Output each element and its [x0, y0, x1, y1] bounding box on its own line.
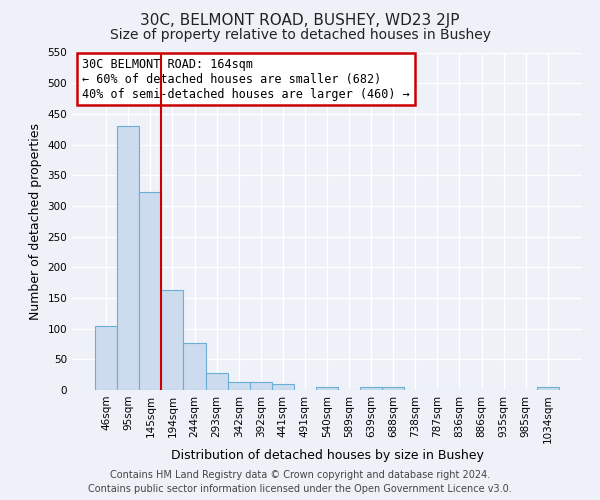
- Text: Contains HM Land Registry data © Crown copyright and database right 2024.
Contai: Contains HM Land Registry data © Crown c…: [88, 470, 512, 494]
- Bar: [95, 326, 117, 390]
- Bar: [250, 382, 272, 390]
- X-axis label: Distribution of detached houses by size in Bushey: Distribution of detached houses by size …: [170, 449, 484, 462]
- Bar: [117, 126, 139, 390]
- Bar: [139, 192, 161, 390]
- Y-axis label: Number of detached properties: Number of detached properties: [29, 122, 42, 320]
- Bar: [316, 387, 338, 390]
- Bar: [184, 344, 206, 390]
- Text: Size of property relative to detached houses in Bushey: Size of property relative to detached ho…: [110, 28, 491, 42]
- Bar: [272, 384, 294, 390]
- Bar: [360, 387, 382, 390]
- Text: 30C, BELMONT ROAD, BUSHEY, WD23 2JP: 30C, BELMONT ROAD, BUSHEY, WD23 2JP: [140, 12, 460, 28]
- Bar: [382, 387, 404, 390]
- Bar: [161, 290, 184, 390]
- Bar: [227, 382, 250, 390]
- Text: 30C BELMONT ROAD: 164sqm
← 60% of detached houses are smaller (682)
40% of semi-: 30C BELMONT ROAD: 164sqm ← 60% of detach…: [82, 58, 410, 100]
- Bar: [206, 374, 227, 390]
- Bar: [537, 387, 559, 390]
